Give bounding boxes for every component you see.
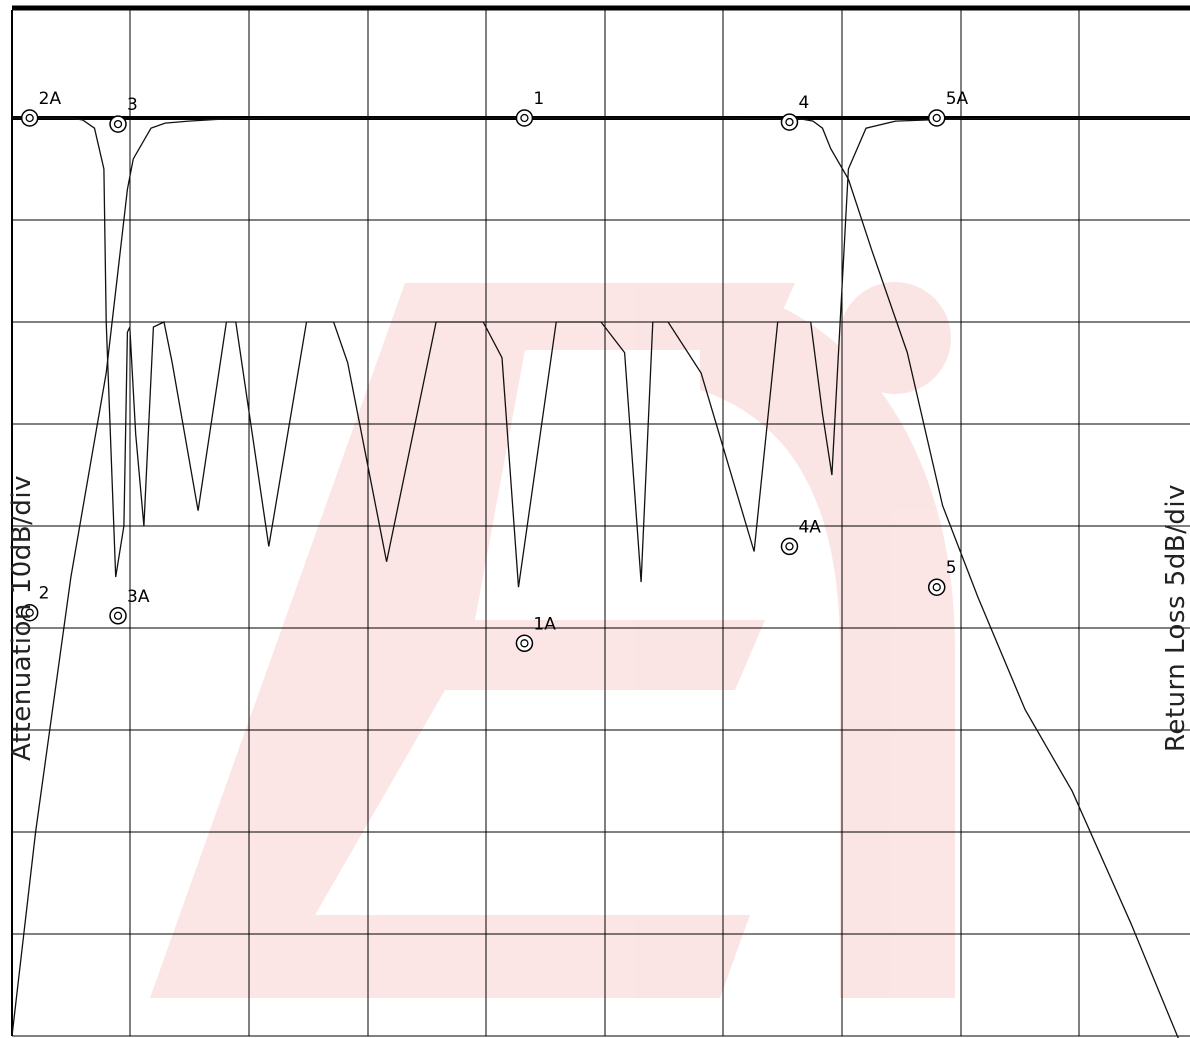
marker-1a: 1A — [515, 614, 556, 653]
marker-dot — [25, 608, 34, 617]
marker-3a: 3A — [109, 587, 150, 625]
y-axis-left-label: Attenuation 10dB/div — [7, 475, 37, 761]
marker-layer: 1 2 2A 3 3A 1A 4 4A 5 5A — [20, 89, 969, 653]
marker-ring — [109, 607, 127, 625]
marker-dot — [25, 113, 34, 123]
marker-dot — [113, 611, 123, 620]
marker-5: 5 — [927, 558, 957, 596]
marker-ring — [515, 634, 534, 653]
marker-dot — [785, 117, 794, 127]
marker-dot — [113, 119, 123, 129]
marker-ring — [780, 113, 799, 131]
marker-ring — [780, 537, 799, 556]
marker-ring — [927, 109, 946, 127]
marker-dot — [520, 113, 529, 123]
y-axis-right-label: Return Loss 5dB/div — [1161, 483, 1190, 753]
marker-dot — [785, 542, 794, 551]
marker-label: 5A — [946, 89, 969, 109]
marker-4: 4 — [780, 93, 809, 131]
grid-lines — [11, 5, 1190, 1037]
watermark-shape-a — [150, 283, 795, 998]
watermark-dot — [839, 282, 951, 394]
marker-ring — [20, 603, 39, 622]
series-line-return-loss — [12, 117, 1190, 588]
watermark-shape-b — [700, 283, 955, 998]
marker-label: 3A — [127, 587, 150, 607]
watermark-logo — [150, 282, 955, 998]
marker-ring — [109, 115, 127, 133]
marker-ring — [927, 578, 946, 596]
marker-3: 3 — [109, 95, 138, 133]
marker-4a: 4A — [780, 517, 821, 556]
series-line-attenuation — [11, 117, 1179, 1038]
marker-label: 2A — [39, 89, 62, 109]
marker-label: 4A — [798, 517, 821, 537]
marker-dot — [932, 113, 941, 123]
marker-dot — [932, 583, 941, 592]
marker-2a: 2A — [20, 89, 62, 127]
marker-label: 4 — [798, 93, 809, 113]
marker-ring — [515, 109, 534, 127]
marker-label: 1A — [533, 614, 556, 634]
marker-label: 1 — [533, 89, 544, 109]
series-lines — [11, 117, 1190, 1038]
marker-label: 5 — [946, 558, 957, 578]
marker-ring — [20, 109, 39, 127]
marker-label: 2 — [39, 584, 50, 604]
marker-dot — [520, 639, 529, 648]
marker-1: 1 — [515, 89, 544, 127]
marker-5a: 5A — [927, 89, 969, 127]
marker-label: 3 — [127, 95, 138, 115]
marker-2: 2 — [20, 584, 50, 622]
